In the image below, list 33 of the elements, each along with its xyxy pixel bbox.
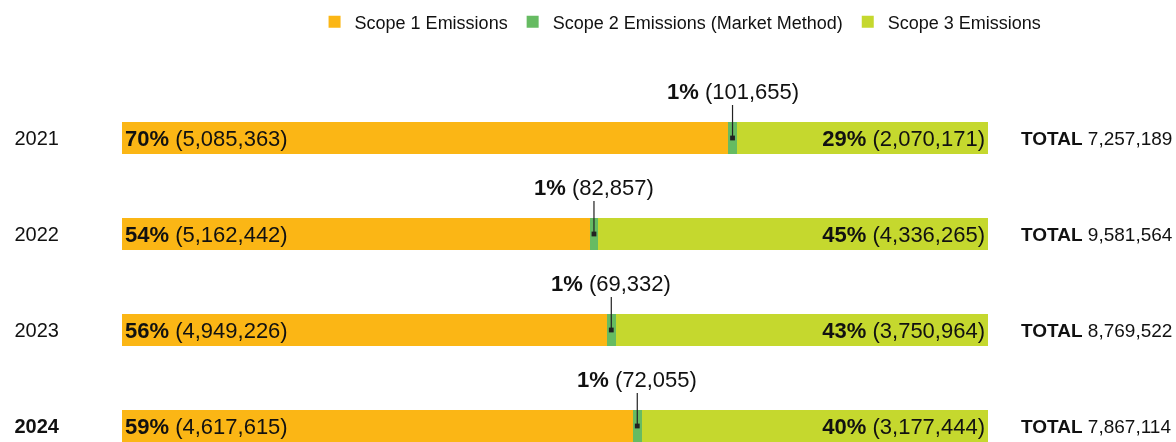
bar (728, 122, 737, 154)
bar (606, 314, 616, 346)
bar (122, 218, 590, 250)
y-tick-label: 2021 (14, 127, 59, 149)
bar (122, 122, 729, 154)
data-label: 1% (82,857) (534, 175, 654, 200)
legend-label: Scope 2 Emissions (Market Method) (552, 12, 843, 33)
bar (632, 410, 642, 442)
data-label: 1% (69,332) (551, 271, 671, 296)
y-tick-label: 2022 (14, 223, 59, 245)
y-tick-label: 2023 (14, 319, 59, 341)
bar (122, 410, 633, 442)
data-label: 56% (4,949,226) (125, 317, 288, 343)
bar (615, 314, 988, 346)
data-label: 59% (4,617,615) (125, 413, 288, 439)
legend-label: Scope 1 Emissions (354, 12, 508, 33)
bar (641, 410, 988, 442)
data-label: 1% (101,655) (667, 79, 800, 104)
data-label: 54% (5,162,442) (125, 221, 288, 247)
data-label: 43% (3,750,964) (822, 317, 985, 343)
bar (122, 314, 607, 346)
bar (598, 218, 988, 250)
total-label: TOTAL 7,867,114 (1021, 416, 1172, 437)
total-label: TOTAL 7,257,189 (1021, 128, 1173, 149)
total-label: TOTAL 9,581,564 (1021, 224, 1173, 245)
data-label: 1% (72,055) (577, 367, 697, 392)
y-tick-label: 2024 (14, 415, 60, 437)
data-label: 29% (2,070,171) (822, 125, 985, 151)
legend-label: Scope 3 Emissions (887, 12, 1041, 33)
data-label: 70% (5,085,363) (125, 125, 288, 151)
data-label: 45% (4,336,265) (822, 221, 985, 247)
total-label: TOTAL 8,769,522 (1021, 320, 1173, 341)
data-label: 40% (3,177,444) (822, 413, 985, 439)
